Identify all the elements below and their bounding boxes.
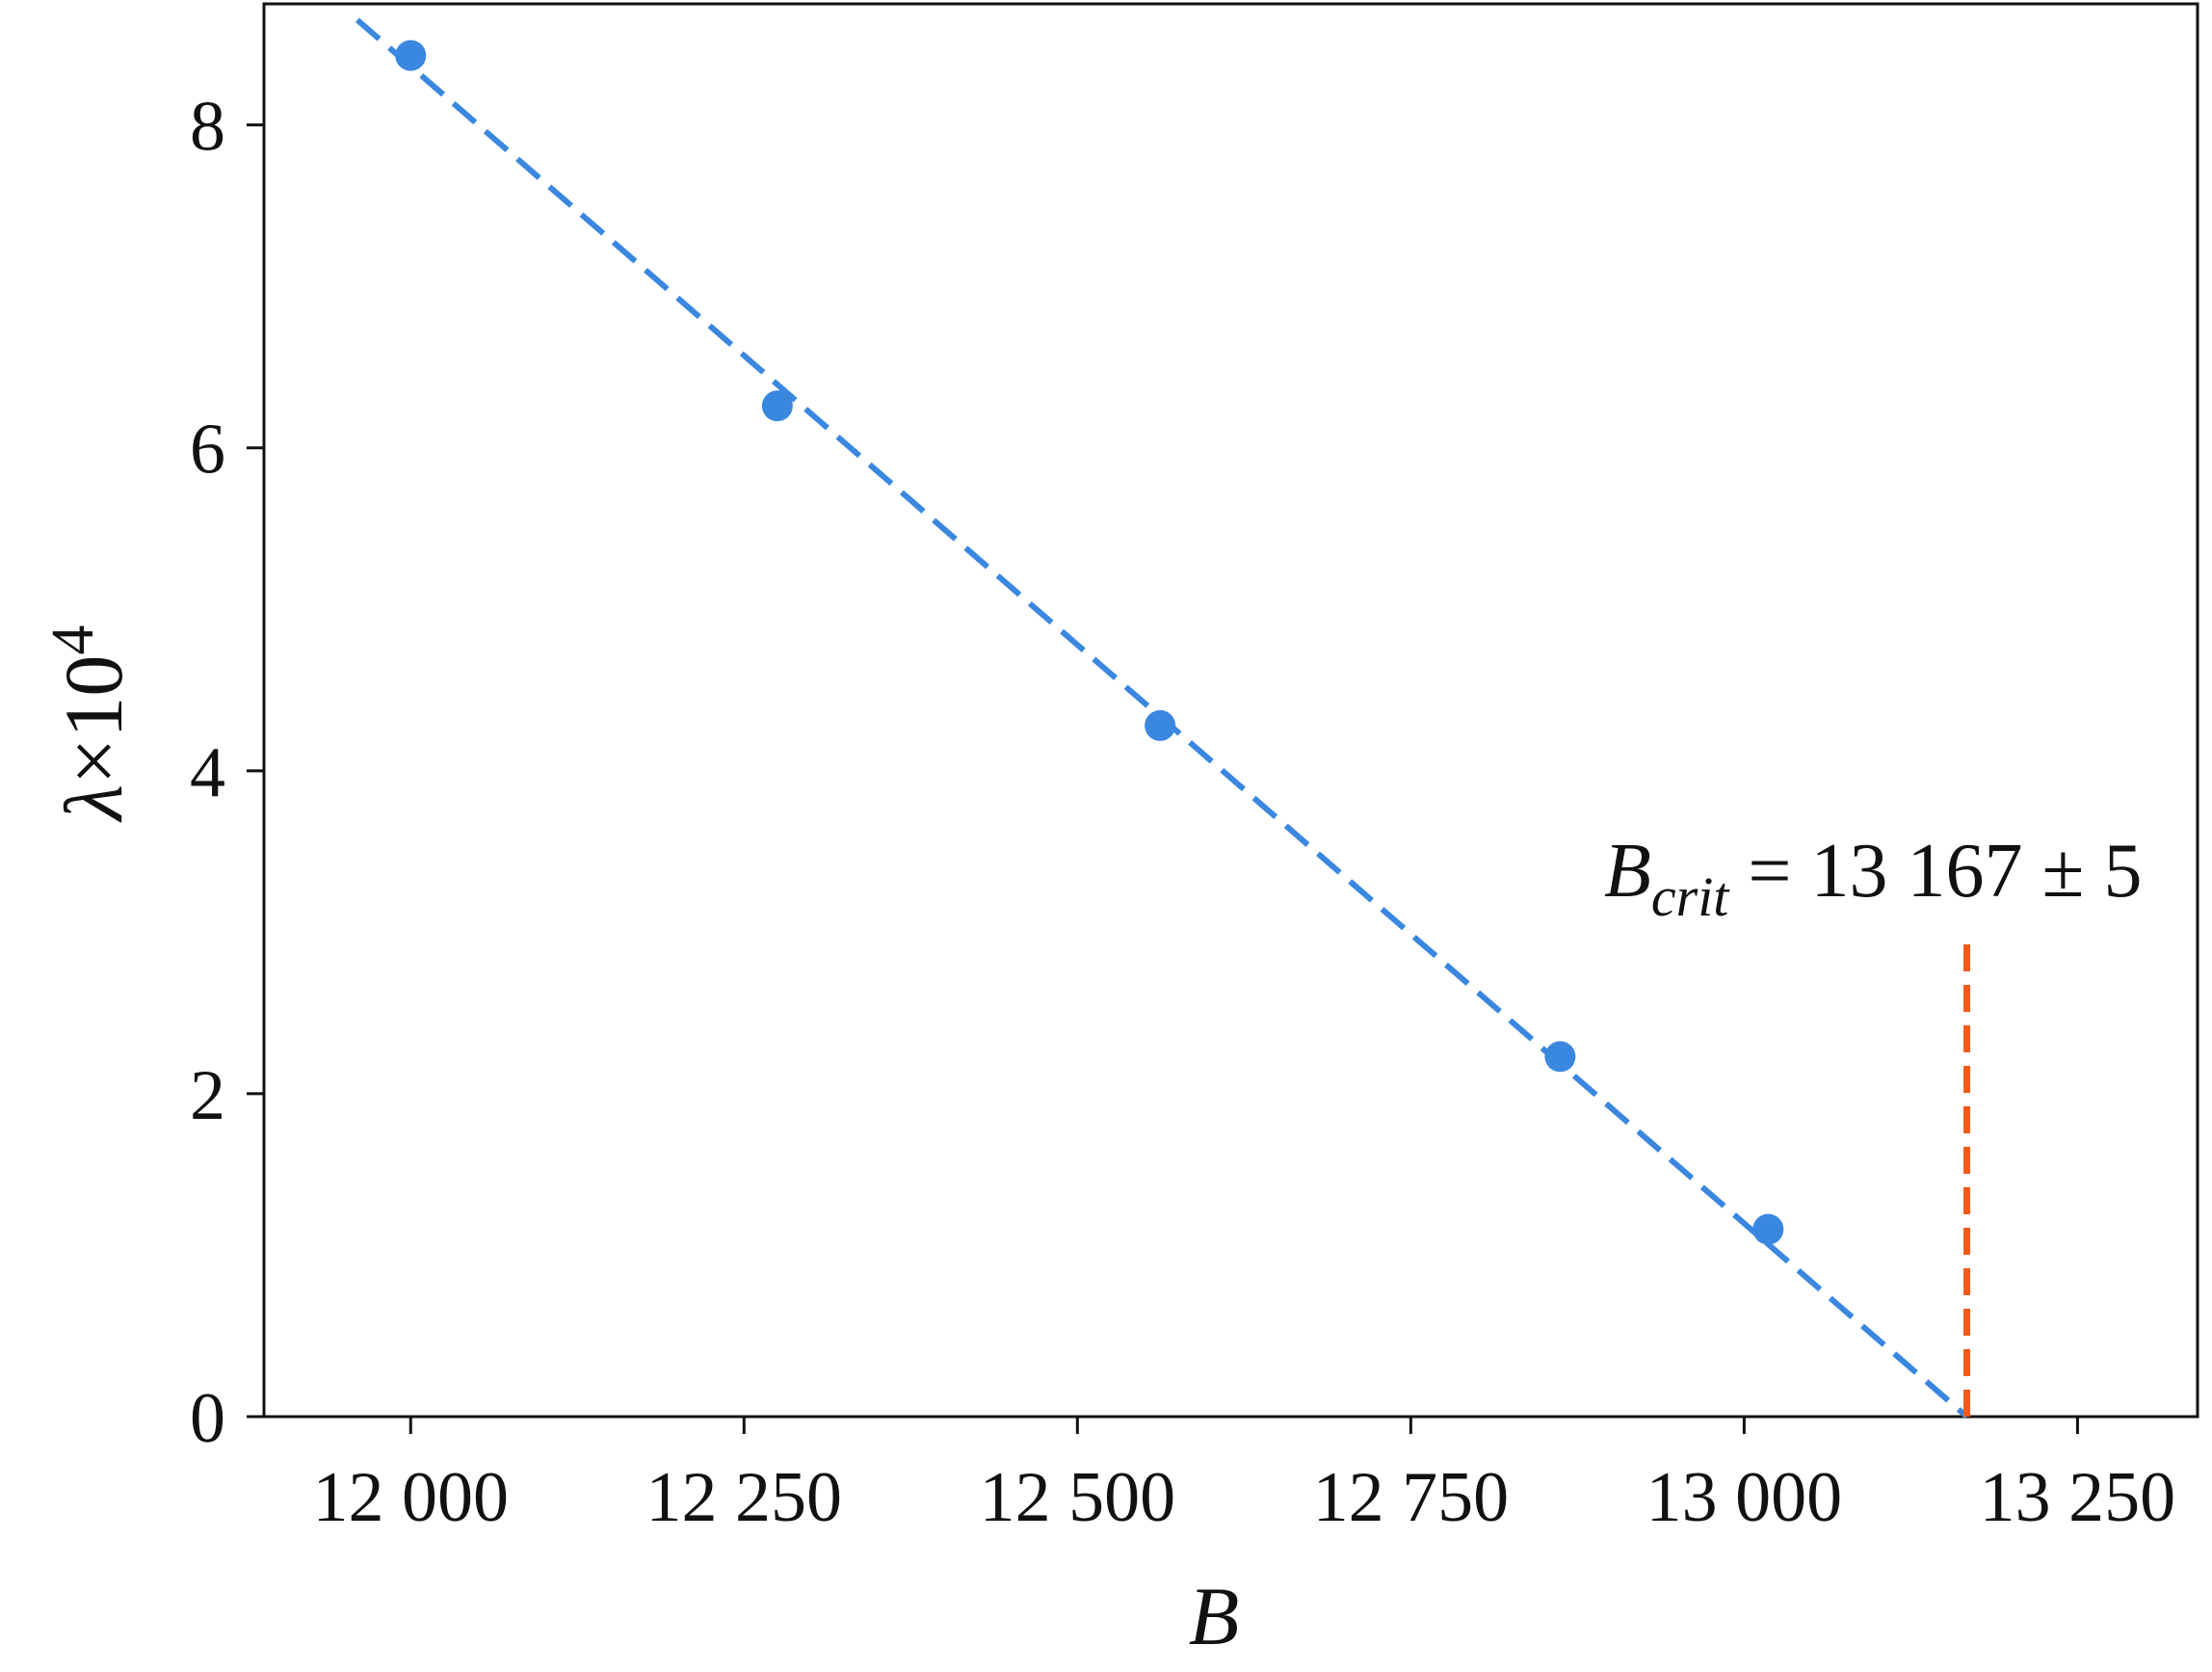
x-tick-label-3: 12 750	[1313, 1458, 1510, 1537]
critical-value-annotation: Bcrit = 13 167 ± 5	[1604, 829, 2142, 928]
data-point-4	[1752, 1213, 1784, 1245]
x-tick-label-5: 13 250	[1980, 1458, 2176, 1537]
annotation-symbol: B	[1604, 829, 1651, 914]
x-tick-label-4: 13 000	[1646, 1458, 1843, 1537]
y-tick-label-3: 6	[190, 411, 225, 490]
data-point-2	[1145, 709, 1176, 741]
data-point-1	[761, 390, 793, 422]
annotation-subscript: crit	[1651, 865, 1730, 928]
annotation-value: = 13 167 ± 5	[1728, 829, 2142, 914]
x-tick-label-1: 12 250	[646, 1458, 843, 1537]
x-tick-label-0: 12 000	[313, 1458, 510, 1537]
x-axis-label: B	[1189, 1570, 1240, 1662]
y-axis-label-exponent: 4	[40, 625, 106, 655]
plot-frame	[262, 2, 2199, 1419]
data-point-3	[1544, 1041, 1576, 1073]
y-axis-ticks: 0 2 4 6 8	[190, 88, 264, 1458]
y-tick-label-1: 2	[190, 1056, 225, 1135]
y-axis-label: λ×104	[40, 625, 140, 824]
x-axis-ticks: 12 000 12 250 12 500 12 750 13 000 13 250	[313, 1417, 2176, 1537]
y-tick-label-0: 0	[190, 1379, 225, 1458]
data-points	[395, 40, 1784, 1245]
y-tick-label-4: 8	[190, 88, 225, 167]
y-axis-label-symbol: λ	[47, 784, 140, 823]
y-tick-label-2: 4	[190, 733, 225, 812]
data-point-0	[395, 40, 427, 71]
x-tick-label-2: 12 500	[980, 1458, 1176, 1537]
y-axis-label-times: ×10	[47, 655, 140, 785]
